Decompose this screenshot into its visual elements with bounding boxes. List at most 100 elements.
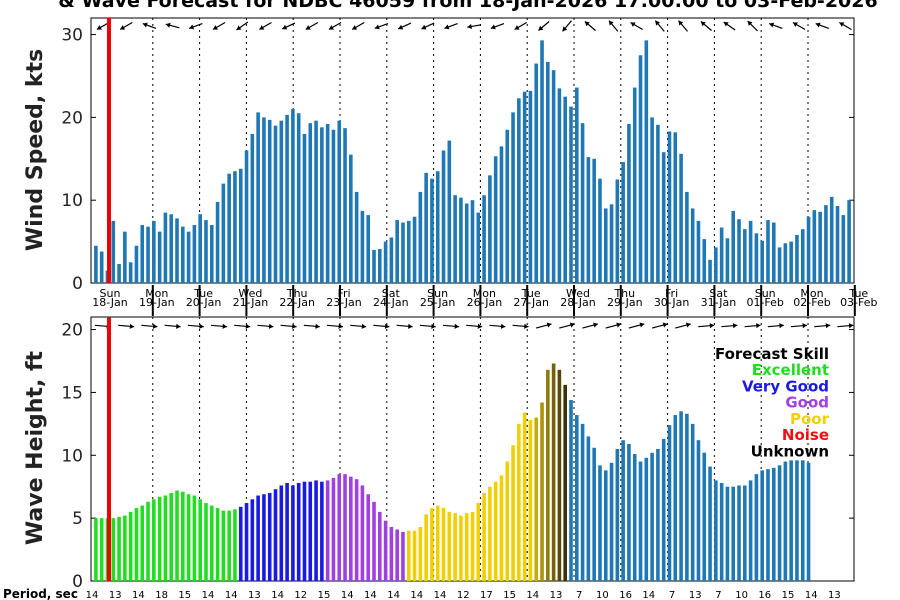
wave-bar xyxy=(273,489,278,581)
wave-bar xyxy=(702,452,707,581)
wave-arrow-head xyxy=(338,323,343,329)
wind-arrow-head xyxy=(815,22,821,28)
wave-bar xyxy=(609,462,614,581)
wave-bar xyxy=(360,485,365,581)
wind-arrow-head xyxy=(700,21,706,27)
wave-direction-arrows xyxy=(94,322,854,329)
wave-bar xyxy=(528,420,533,581)
wave-arrow-head xyxy=(176,323,181,329)
wave-bar xyxy=(320,481,324,581)
date-label: 03-Feb xyxy=(840,296,877,309)
period-value: 13 xyxy=(550,590,563,600)
period-value: 12 xyxy=(457,590,470,600)
y-tick-label: 20 xyxy=(61,108,83,128)
date-label: 30-Jan xyxy=(654,296,690,309)
wind-arrow-head xyxy=(538,25,544,31)
wave-bar xyxy=(285,482,289,581)
period-value: 7 xyxy=(576,590,582,600)
wind-bar xyxy=(140,225,145,283)
wave-bar xyxy=(685,413,689,581)
period-value: 15 xyxy=(318,590,331,600)
wind-bar xyxy=(209,225,214,283)
wave-bar xyxy=(238,506,243,581)
period-value: 14 xyxy=(202,590,215,600)
wave-bar xyxy=(325,480,330,581)
wave-bar xyxy=(175,490,179,581)
wind-bar xyxy=(204,220,208,283)
y-tick-label: 10 xyxy=(61,191,83,211)
y-tick-label: 20 xyxy=(61,321,83,341)
wind-arrow-head xyxy=(514,25,520,30)
date-label: 27-Jan xyxy=(513,296,549,309)
wind-bar xyxy=(435,171,440,283)
wind-arrow-head xyxy=(142,22,148,28)
day-name-label: Tue xyxy=(193,287,213,300)
wind-bar xyxy=(262,117,266,283)
day-name-label: Mon xyxy=(800,287,823,300)
wind-arrow-head xyxy=(792,22,798,27)
period-value: 14 xyxy=(642,590,655,600)
wave-bar xyxy=(743,485,747,581)
wind-bar xyxy=(505,129,510,283)
wave-arrow-head xyxy=(546,322,552,328)
wave-arrow-head xyxy=(593,322,598,328)
day-name-label: Mon xyxy=(145,287,168,300)
wind-arrow-head xyxy=(839,22,845,27)
wind-bars xyxy=(94,40,851,283)
wind-arrow-head xyxy=(562,26,568,32)
wind-arrow-head xyxy=(120,25,126,30)
wind-bar xyxy=(146,226,150,283)
wave-bar xyxy=(459,515,463,581)
date-label: 23-Jan xyxy=(326,296,362,309)
wind-bar xyxy=(795,234,799,283)
date-label: 25-Jan xyxy=(420,296,456,309)
date-label: 21-Jan xyxy=(233,296,269,309)
wind-bar xyxy=(835,205,840,283)
wave-bars xyxy=(94,363,811,581)
legend-entry-excellent: Excellent xyxy=(752,361,829,379)
y-tick-label: 0 xyxy=(72,572,83,592)
wind-arrow-head xyxy=(328,25,334,30)
wave-bar xyxy=(470,511,475,581)
wave-bar xyxy=(574,415,579,581)
wave-bar xyxy=(632,454,637,581)
wave-bar xyxy=(800,460,805,581)
wave-bar xyxy=(204,503,208,581)
wave-arrow-head xyxy=(431,323,436,329)
wind-y-ticks: 0 10 20 30 xyxy=(61,26,854,294)
period-value: 14 xyxy=(387,590,400,600)
wave-arrow-head xyxy=(709,323,715,329)
period-value: 14 xyxy=(86,590,99,600)
wind-bar xyxy=(296,113,301,283)
wave-bar xyxy=(777,465,782,581)
wind-bar xyxy=(702,239,707,283)
wind-bar xyxy=(632,87,637,283)
wind-arrow-head xyxy=(282,24,288,30)
day-name-label: Wed xyxy=(566,287,590,300)
date-label: 24-Jan xyxy=(373,296,409,309)
wind-bar xyxy=(748,220,753,283)
wind-bar xyxy=(349,154,353,283)
wind-arrow-head xyxy=(655,20,661,26)
wind-bar xyxy=(760,240,764,283)
wave-bar xyxy=(771,467,776,581)
period-value: 15 xyxy=(178,590,191,600)
period-value: 13 xyxy=(689,590,702,600)
wind-bar xyxy=(708,259,712,283)
wave-arrow-head xyxy=(825,323,831,329)
wind-bar xyxy=(343,128,347,283)
wave-bar xyxy=(754,474,759,581)
wind-bar xyxy=(325,124,330,283)
wave-bar xyxy=(221,510,226,581)
wind-bar xyxy=(551,70,556,283)
wave-bar xyxy=(476,503,481,581)
wind-bar xyxy=(569,106,573,283)
wave-bar xyxy=(111,518,116,581)
wind-bar xyxy=(696,220,701,283)
wave-bar xyxy=(94,518,98,581)
wind-bar xyxy=(152,220,156,283)
wave-bar xyxy=(181,491,185,581)
wave-bar xyxy=(766,469,770,581)
wind-bar xyxy=(482,195,486,283)
wind-bar xyxy=(737,219,741,283)
